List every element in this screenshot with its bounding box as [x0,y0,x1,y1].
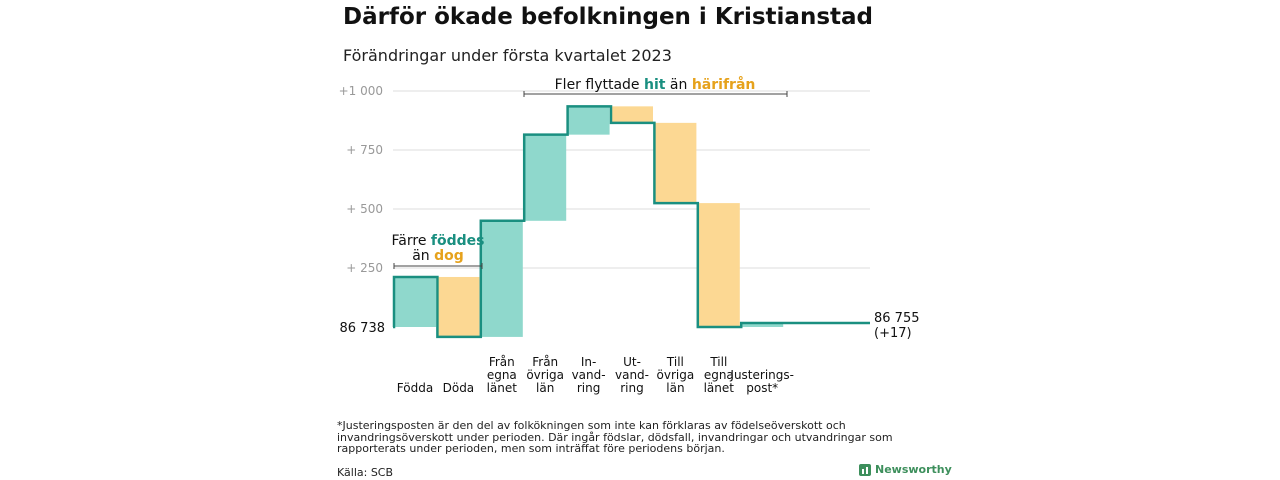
category-label: länet [487,381,518,395]
y-tick-label: + 250 [346,261,383,275]
waterfall-chart: + 250 + 500 + 750 +1 000 86 738 86 755(+17) Fö… [339,76,920,395]
annotation-births-deaths: Färre föddes [392,233,485,249]
category-label: län [666,381,684,395]
category-label: Från [489,355,515,369]
category-label: vand- [615,368,649,382]
source-label: Källa: SCB [337,466,394,479]
category-label: Döda [443,381,475,395]
category-label: post* [746,381,778,395]
annotation-migration: Fler flyttade hit än härifrån [555,76,756,93]
waterfall-bar [394,276,436,327]
category-label: Till [709,355,727,369]
annotation-births-deaths-line2: än dog [412,248,464,264]
newsworthy-logo: Newsworthy [859,463,952,476]
waterfall-bar [437,276,480,337]
end-value-label: 86 755 [874,311,920,326]
waterfall-bar [480,220,523,337]
waterfall-bar [567,106,610,135]
category-label: län [536,381,554,395]
category-label: övriga [526,368,564,382]
category-label: ring [577,381,601,395]
waterfall-bar [697,203,740,327]
end-change-label: (+17) [874,326,912,341]
y-tick-label: +1 000 [339,84,383,98]
start-value-label: 86 738 [340,321,386,336]
waterfall-bar [741,322,784,327]
chart-title: Därför ökade befolkningen i Kristianstad [343,4,873,30]
brand-name: Newsworthy [875,463,952,476]
category-label: Från [532,355,558,369]
category-label: Till [666,355,684,369]
category-label: egna [487,368,517,382]
category-label: In- [581,355,596,369]
cumulative-step-line [392,105,870,339]
category-label: övriga [657,368,695,382]
waterfall-bar [654,122,697,204]
chart-subtitle: Förändringar under första kvartalet 2023 [343,46,672,65]
y-tick-label: + 750 [346,143,383,157]
category-label: länet [704,381,735,395]
waterfall-bar [524,134,567,221]
category-label: Ut- [623,355,641,369]
waterfall-bar [611,106,653,123]
category-label: ring [620,381,644,395]
footnote: *Justeringsposten är den del av folkökni… [337,419,893,455]
newsworthy-icon [859,463,871,476]
category-label: egna [704,368,734,382]
category-label: Födda [397,381,433,395]
category-label: Justerings- [729,368,794,382]
category-label: vand- [572,368,606,382]
y-tick-label: + 500 [346,202,383,216]
